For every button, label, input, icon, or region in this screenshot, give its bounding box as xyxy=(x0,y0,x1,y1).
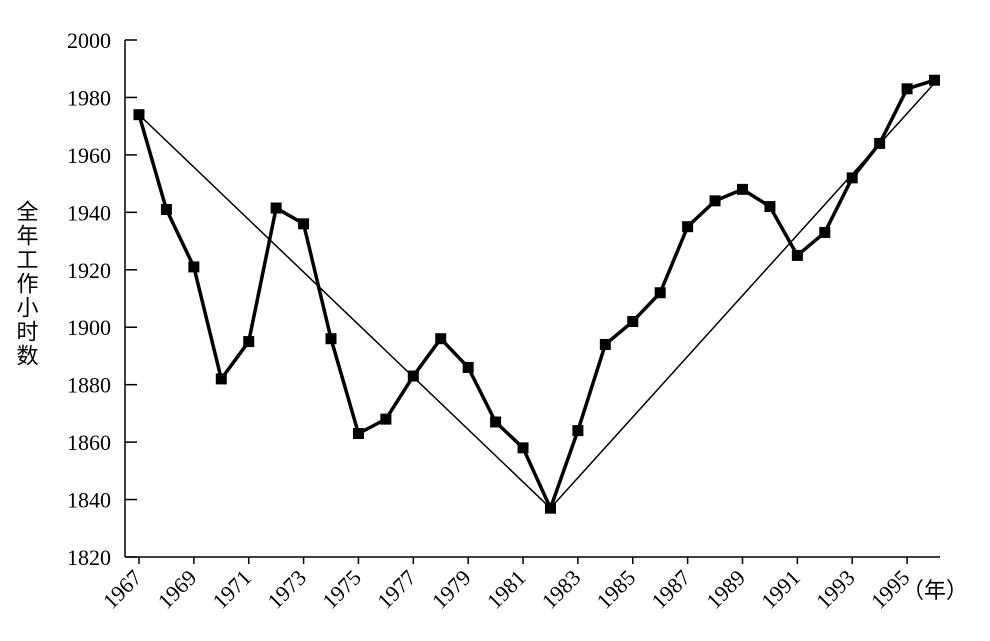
data-point xyxy=(736,183,748,195)
y-tick-label: 1960 xyxy=(67,143,111,168)
data-point xyxy=(298,218,310,230)
x-tick-label: 1993 xyxy=(811,565,860,614)
y-axis-label-text: 全年工作小时数 xyxy=(14,200,39,368)
x-tick-label: 1967 xyxy=(98,565,147,614)
x-tick-label: 1969 xyxy=(153,565,202,614)
x-tick-label: 1987 xyxy=(646,565,695,614)
x-tick-label: 1971 xyxy=(207,565,256,614)
data-point xyxy=(270,202,282,214)
y-tick-label: 1820 xyxy=(67,545,111,570)
data-point xyxy=(791,249,803,261)
data-point xyxy=(682,221,694,233)
data-point xyxy=(654,287,666,299)
y-tick-label: 1900 xyxy=(67,315,111,340)
data-point xyxy=(819,226,831,238)
x-tick-label: 1989 xyxy=(701,565,750,614)
data-point xyxy=(517,442,529,454)
y-tick-label: 1840 xyxy=(67,488,111,513)
y-tick-label: 2000 xyxy=(67,28,111,53)
x-unit-label: （年） xyxy=(902,578,968,603)
y-tick-label: 1920 xyxy=(67,258,111,283)
data-point xyxy=(764,201,776,213)
data-point xyxy=(215,373,227,385)
x-tick-label: 1973 xyxy=(262,565,311,614)
x-tick-label: 1981 xyxy=(482,565,531,614)
x-tick-label: 1985 xyxy=(592,565,641,614)
y-tick-label: 1880 xyxy=(67,373,111,398)
data-point xyxy=(490,416,502,428)
y-tick-label: 1980 xyxy=(67,85,111,110)
data-point xyxy=(380,413,392,425)
y-tick-label: 1940 xyxy=(67,200,111,225)
data-point xyxy=(901,83,913,95)
x-tick-label: 1995 xyxy=(866,565,915,614)
data-point xyxy=(929,74,941,86)
y-tick-label: 1860 xyxy=(67,430,111,455)
data-point xyxy=(544,502,556,514)
y-axis-label: 全年工作小时数 xyxy=(14,200,39,368)
data-point xyxy=(188,261,200,273)
data-point xyxy=(160,203,172,215)
x-tick-label: 1975 xyxy=(317,565,366,614)
data-point xyxy=(325,333,337,345)
data-point xyxy=(709,195,721,207)
data-point xyxy=(846,172,858,184)
data-point xyxy=(243,336,255,348)
data-point xyxy=(407,370,419,382)
data-point xyxy=(133,109,145,121)
data-point xyxy=(352,427,364,439)
x-tick-label: 1983 xyxy=(537,565,586,614)
data-point xyxy=(435,333,447,345)
x-tick-label: 1991 xyxy=(756,565,805,614)
x-tick-label: 1977 xyxy=(372,565,421,614)
data-point xyxy=(627,315,639,327)
data-line xyxy=(137,78,936,510)
data-point xyxy=(572,425,584,437)
data-point xyxy=(874,137,886,149)
x-tick-label: 1979 xyxy=(427,565,476,614)
data-point xyxy=(462,361,474,373)
data-point xyxy=(599,338,611,350)
